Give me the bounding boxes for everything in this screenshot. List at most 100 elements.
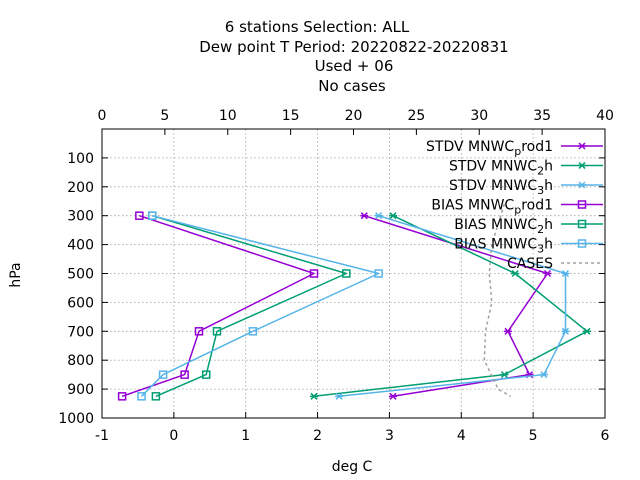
legend-suffix: h [544, 217, 553, 233]
data-point [500, 371, 509, 379]
data-point [374, 212, 383, 220]
data-point [577, 219, 587, 229]
data-point [212, 327, 222, 336]
data-point [561, 327, 570, 335]
series-6 [137, 211, 383, 401]
series-3 [335, 212, 570, 400]
legend-subscript: p [514, 204, 521, 217]
legend-suffix: rod1 [521, 139, 553, 155]
x-tick-label: 5 [529, 428, 538, 444]
data-point [151, 392, 161, 401]
x-tick-label: -1 [95, 428, 109, 444]
data-point [194, 327, 204, 336]
legend-subscript: 3 [537, 184, 544, 197]
x2-tick-label: 30 [470, 108, 488, 124]
legend-suffix: h [544, 159, 553, 175]
legend-suffix: rod1 [521, 198, 553, 214]
data-point [137, 392, 146, 401]
legend-subscript: 2 [537, 223, 544, 236]
y-tick-label: 200 [67, 180, 94, 196]
y-tick-label: 900 [67, 382, 94, 398]
x-tick-label: 0 [169, 428, 178, 444]
legend-entry-7: CASES [507, 256, 603, 272]
legend-label: BIAS MNWCprod1 [431, 198, 553, 217]
legend-entry-2: STDV MNWC2h [449, 159, 603, 178]
axis-ticks: -1 0 1 2 3 4 5 6 0 5 10 15 20 25 30 35 40 100 200 300 400 500… [58, 108, 614, 444]
data-point [578, 161, 586, 170]
data-point [583, 327, 592, 335]
x2-tick-label: 25 [407, 108, 425, 124]
x-tick-label: 4 [457, 428, 466, 444]
series-2 [309, 212, 592, 400]
x2-tick-label: 0 [98, 108, 107, 124]
data-point [180, 370, 189, 379]
legend-subscript: 3 [537, 243, 544, 256]
data-point [389, 392, 398, 400]
y-tick-label: 800 [67, 353, 94, 369]
series-7 [483, 203, 512, 397]
data-point [309, 392, 318, 400]
legend-subscript: 2 [537, 165, 544, 178]
legend-label: STDV MNWC3h [449, 178, 553, 197]
data-point [135, 211, 144, 220]
y-axis-label: hPa [8, 262, 24, 287]
y-tick-label: 400 [67, 238, 94, 254]
y-tick-label: 1000 [58, 411, 94, 427]
series-line [152, 214, 348, 397]
series-4 [117, 211, 319, 401]
title-line-2: Dew point T Period: 20220822-20220831 [199, 38, 508, 56]
series-line [483, 203, 512, 397]
data-point [201, 370, 211, 379]
legend-entry-4: BIAS MNWCprod1 [431, 198, 603, 217]
data-point [577, 239, 587, 248]
data-point [561, 269, 570, 278]
y-tick-label: 600 [67, 295, 94, 311]
y-tick-label: 500 [67, 267, 94, 283]
title-line-4: No cases [318, 77, 386, 95]
x2-tick-label: 40 [596, 108, 614, 124]
data-point [158, 370, 168, 379]
legend-label: STDV MNWCprod1 [426, 139, 553, 158]
y-tick-label: 700 [67, 324, 94, 340]
title-line-1: 6 stations Selection: ALL [225, 18, 410, 36]
legend-entry-1: STDV MNWCprod1 [426, 139, 603, 158]
legend-label: BIAS MNWC2h [454, 217, 553, 236]
x2-tick-label: 35 [533, 108, 551, 124]
y-tick-label: 100 [67, 151, 94, 167]
legend-entry-6: BIAS MNWC3h [454, 237, 603, 256]
x2-tick-label: 5 [160, 108, 169, 124]
data-point [148, 211, 157, 220]
data-point [389, 212, 398, 220]
x2-tick-label: 10 [219, 108, 237, 124]
data-point [539, 371, 548, 379]
series-line [140, 214, 380, 397]
legend-label: STDV MNWC2h [449, 159, 553, 178]
data-point [578, 181, 586, 189]
series-line [121, 214, 315, 398]
x2-tick-label: 20 [345, 108, 363, 124]
x2-tick-label: 15 [282, 108, 300, 124]
data-point [374, 269, 383, 278]
data-point [342, 269, 351, 278]
legend-entry-3: STDV MNWC3h [449, 178, 603, 197]
data-point [577, 200, 587, 209]
x-axis-label: deg C [332, 459, 373, 475]
data-point [117, 392, 127, 401]
x-tick-label: 3 [385, 428, 394, 444]
x-tick-label: 1 [241, 428, 250, 444]
data-point [511, 269, 520, 278]
title-line-3: Used + 06 [315, 57, 394, 75]
legend-label: CASES [507, 256, 553, 272]
legend-entry-5: BIAS MNWC2h [454, 217, 603, 236]
x-tick-label: 6 [601, 428, 610, 444]
legend-subscript: p [514, 145, 521, 158]
legend-label: BIAS MNWC3h [454, 237, 553, 256]
legend-suffix: h [544, 178, 553, 194]
data-point [248, 327, 258, 336]
y-tick-label: 300 [67, 209, 94, 225]
data-point [578, 142, 586, 150]
data-point [360, 212, 369, 220]
